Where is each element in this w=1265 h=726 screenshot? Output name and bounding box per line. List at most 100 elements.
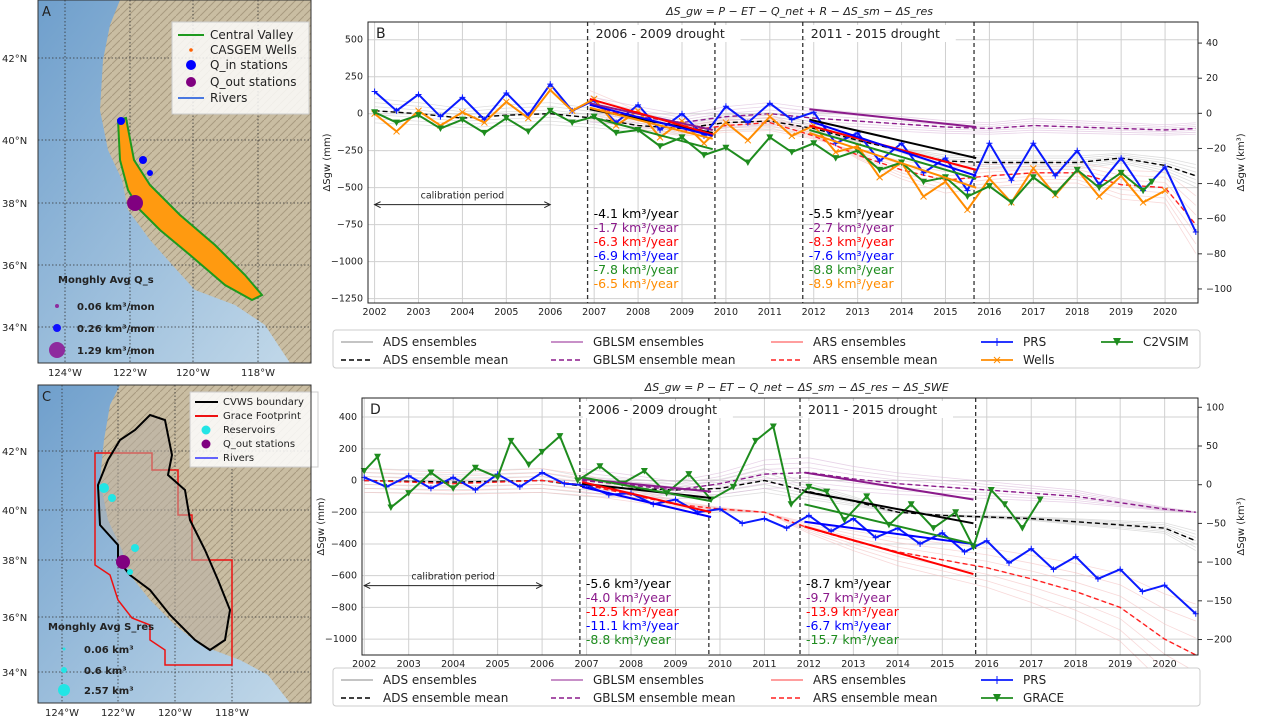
marker-prs (371, 88, 378, 95)
trend-rate-label: -6.5 km³/year (594, 276, 680, 291)
calibration-arrowheads (373, 201, 552, 209)
marker-grace (574, 477, 582, 484)
drought-label-bg (590, 25, 741, 42)
marker-grace (840, 517, 848, 524)
marker-c2vsim (788, 149, 796, 156)
marker-prs (761, 515, 768, 522)
marker-grace (752, 437, 760, 445)
marker-c2vsim (415, 112, 423, 119)
ensemble-line (364, 491, 1196, 532)
x-tick-label: 2008 (619, 659, 643, 670)
marker-c2vsim (766, 134, 774, 141)
trend-rate-label: -9.7 km³/year (806, 590, 892, 605)
x-tick-label: 2007 (582, 307, 606, 318)
trend-line (804, 503, 974, 545)
marker-grace (507, 437, 515, 445)
legend-label: GBLSM ensembles (593, 335, 704, 349)
marker-wells (1139, 199, 1147, 206)
x-tick-label: 2012 (802, 307, 826, 318)
x-tick-label: 2003 (397, 659, 421, 670)
marker-prs (472, 487, 479, 494)
marker-prs (1118, 155, 1125, 162)
x-tick-label: 2016 (977, 307, 1001, 318)
marker-wells (832, 148, 840, 156)
q-out-station (116, 555, 130, 569)
trend-line (809, 118, 977, 160)
legend-rivers: Rivers (223, 453, 254, 464)
latitude-label: 38°N (2, 199, 27, 210)
marker-c2vsim (568, 119, 576, 127)
marker-c2vsim (1095, 184, 1103, 192)
size-legend-medium: 0.26 km³/mon (77, 324, 155, 335)
legend-label: GBLSM ensemble mean (593, 691, 736, 705)
marker-grace (427, 469, 435, 477)
marker-c2vsim (458, 116, 466, 124)
marker-prs (561, 480, 568, 487)
marker-c2vsim (612, 129, 620, 137)
ensemble-line (589, 104, 1196, 129)
marker-c2vsim (876, 166, 884, 174)
marker-wells (986, 175, 993, 183)
latitude-label: 42°N (2, 54, 27, 65)
x-tick-label: 2015 (930, 659, 954, 670)
marker-c2vsim (1139, 187, 1147, 195)
marker-grace (729, 483, 737, 491)
marker-prs (1162, 163, 1169, 170)
marker-wells (1161, 187, 1169, 194)
series-ads-ensemble-mean (364, 479, 1197, 542)
marker-c2vsim (963, 193, 971, 201)
chart-title: ΔS_gw = P − ET − Q_net − ΔS_sm − ΔS_res … (644, 381, 949, 394)
drought-label: 2011 - 2015 drought (808, 402, 937, 417)
legend-marker (1113, 338, 1121, 346)
x-tick-label: 2018 (1065, 307, 1089, 318)
marker-prs (1094, 575, 1101, 582)
marker-grace (1036, 496, 1044, 504)
drought-label: 2006 - 2009 drought (596, 26, 725, 41)
marker-wells (722, 119, 730, 126)
latitude-label: 40°N (2, 506, 27, 517)
legend-label: ADS ensemble mean (383, 353, 508, 367)
y-tick-label: −750 (337, 220, 363, 231)
marker-prs (961, 548, 968, 555)
y-right-tick-label: 0 (1206, 480, 1212, 491)
marker-c2vsim (436, 125, 444, 132)
x-tick-label: 2015 (933, 307, 957, 318)
q-out-station (127, 195, 143, 211)
marker-c2vsim (1073, 166, 1081, 174)
marker-prs (766, 100, 773, 107)
marker-c2vsim (744, 159, 752, 166)
latitude-label: 38°N (2, 556, 27, 567)
marker-grace (685, 471, 693, 478)
y-tick-label: −1000 (331, 257, 363, 268)
x-tick-label: 2018 (1064, 659, 1088, 670)
trend-line (582, 482, 712, 499)
marker-prs (672, 496, 679, 503)
y-tick-label: 250 (345, 72, 363, 83)
marker-c2vsim (1051, 190, 1059, 198)
marker-prs (716, 506, 723, 513)
marker-c2vsim (502, 115, 510, 122)
marker-grace (969, 544, 977, 551)
trend-rate-label: -7.6 km³/year (809, 248, 895, 263)
marker-c2vsim (546, 107, 554, 115)
legend-marker (993, 694, 1001, 702)
x-tick-label: 2013 (841, 659, 865, 670)
calibration-label: calibration period (421, 191, 505, 202)
map-legend: CVWS boundary Grace Footprint Reservoirs… (189, 391, 319, 468)
legend-label: PRS (1023, 335, 1046, 349)
size-legend-title: Monghly Avg S_res (48, 622, 154, 633)
marker-grace (952, 509, 960, 516)
longitude-label: 122°W (113, 368, 147, 379)
legend-marker (993, 676, 1001, 684)
trend-line (804, 520, 974, 545)
x-tick-label: 2019 (1108, 659, 1132, 670)
marker-wells (876, 173, 883, 181)
marker-c2vsim (722, 144, 730, 152)
y-right-tick-label: −100 (1206, 284, 1232, 295)
y-right-tick-label: −100 (1206, 557, 1232, 568)
x-tick-label: 2014 (889, 307, 913, 318)
marker-wells (502, 98, 510, 106)
marker-prs (788, 116, 795, 123)
marker-prs (983, 537, 990, 544)
